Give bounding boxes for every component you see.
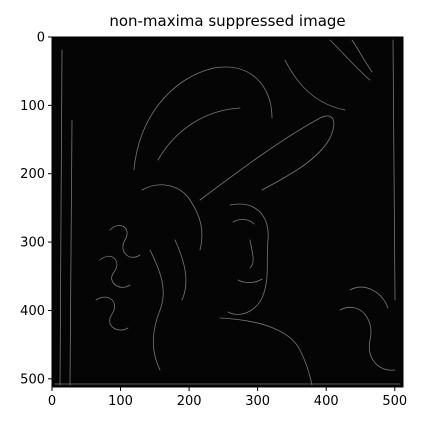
edge-pole-right (392, 39, 396, 301)
image-background (52, 37, 403, 387)
edge-mouth (237, 278, 263, 283)
y-axis: 0 100 200 300 400 500 (20, 31, 52, 387)
x-tick-label: 500 (382, 394, 407, 409)
edge-pole-left2 (69, 119, 73, 386)
edge-eye (232, 219, 255, 225)
x-tick-label: 300 (245, 394, 270, 409)
x-tick-label: 400 (314, 394, 339, 409)
edge-face (227, 203, 269, 315)
edge-hair-1 (109, 225, 141, 258)
edge-pole-left (59, 49, 63, 386)
edge-hair-2 (99, 255, 131, 288)
edge-feather-2 (349, 286, 389, 309)
edge-diag-3 (284, 59, 346, 111)
edge-hair-5 (149, 249, 164, 371)
y-tick-label: 400 (20, 304, 45, 319)
figure-title: non-maxima suppressed image (109, 12, 346, 30)
edge-hair-6 (174, 239, 187, 301)
y-tick-label: 500 (20, 372, 45, 387)
edge-hat-brim (199, 115, 335, 201)
edge-shoulder (219, 317, 313, 386)
y-tick-label: 300 (20, 236, 45, 251)
edge-hat-top (133, 66, 273, 171)
x-axis: 0 100 200 300 400 500 (48, 387, 407, 409)
edge-nose (249, 239, 254, 269)
edge-lines (54, 39, 401, 386)
edge-hair-4 (141, 184, 203, 251)
edge-diag-2 (351, 39, 373, 73)
edge-hat-inner (157, 107, 241, 161)
edge-diag-1 (329, 39, 371, 81)
axes-frame (51, 36, 404, 388)
edge-feather-1 (339, 307, 396, 371)
x-tick-label: 0 (48, 394, 56, 409)
edge-hair-3 (95, 296, 129, 331)
x-tick-label: 100 (108, 394, 133, 409)
x-tick-label: 200 (177, 394, 202, 409)
y-tick-label: 200 (20, 167, 45, 182)
y-tick-label: 100 (20, 99, 45, 114)
y-tick-label: 0 (37, 31, 45, 46)
